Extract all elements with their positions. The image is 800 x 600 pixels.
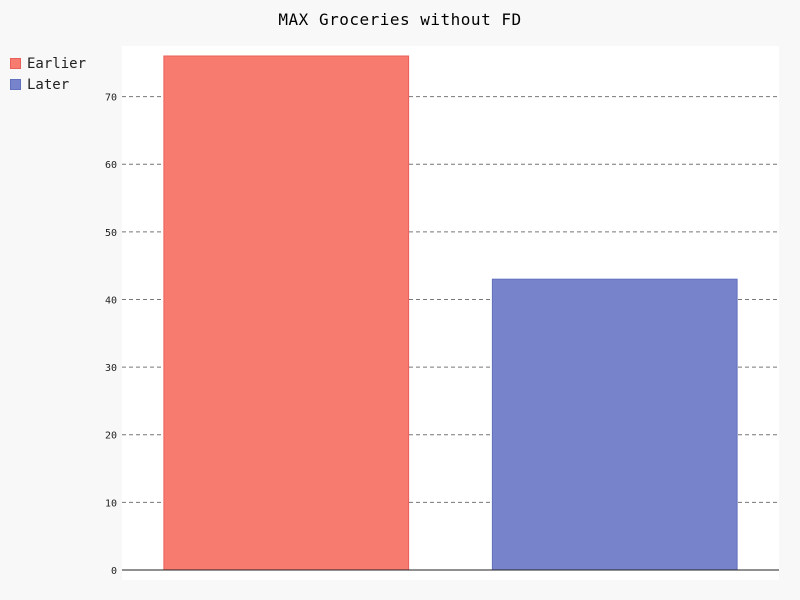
y-tick-label-30: 30 [105,363,117,374]
legend-label-later: Later [27,76,70,93]
bar-earlier [163,55,410,571]
legend-item-earlier[interactable]: Earlier [10,53,86,74]
legend: Earlier Later [10,53,86,95]
legend-item-later[interactable]: Later [10,74,86,95]
bar-later [491,278,738,571]
chart-title: MAX Groceries without FD [278,10,522,29]
y-tick-label-50: 50 [105,228,117,239]
legend-swatch-earlier [10,58,21,69]
y-tick-label-60: 60 [105,160,117,171]
y-tick-label-70: 70 [105,93,117,104]
y-tick-label-40: 40 [105,295,117,306]
y-tick-label-10: 10 [105,498,117,509]
legend-swatch-later [10,79,21,90]
y-tick-label-0: 0 [111,566,117,577]
legend-label-earlier: Earlier [27,55,87,72]
y-tick-label-20: 20 [105,431,117,442]
